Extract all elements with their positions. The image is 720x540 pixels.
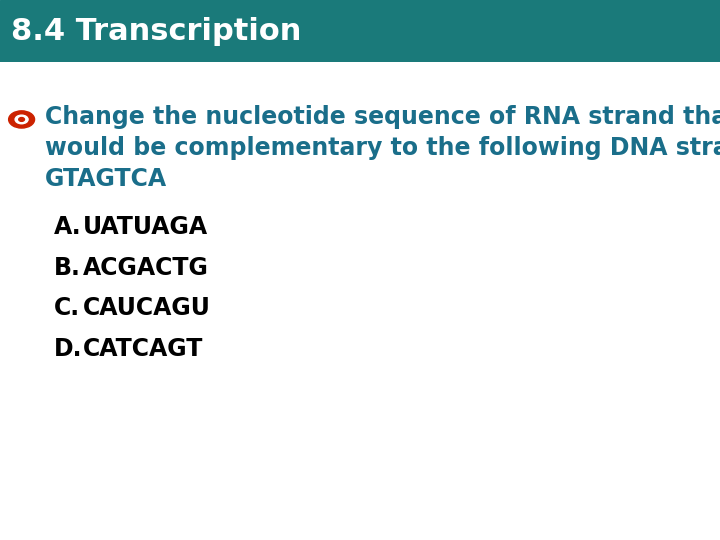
- Text: GTAGTCA: GTAGTCA: [45, 167, 167, 191]
- Circle shape: [15, 115, 28, 124]
- Text: CATCAGT: CATCAGT: [83, 337, 203, 361]
- Text: D.: D.: [54, 337, 83, 361]
- Circle shape: [19, 118, 24, 122]
- Text: A.: A.: [54, 215, 81, 239]
- Text: B.: B.: [54, 255, 81, 280]
- Text: UATUAGA: UATUAGA: [83, 215, 208, 239]
- Text: Change the nucleotide sequence of RNA strand that: Change the nucleotide sequence of RNA st…: [45, 105, 720, 129]
- Text: ACGACTG: ACGACTG: [83, 255, 209, 280]
- Text: CAUCAGU: CAUCAGU: [83, 296, 211, 320]
- Text: C.: C.: [54, 296, 80, 320]
- Circle shape: [9, 111, 35, 128]
- Text: 8.4 Transcription: 8.4 Transcription: [11, 17, 301, 45]
- Text: would be complementary to the following DNA strand:: would be complementary to the following …: [45, 136, 720, 160]
